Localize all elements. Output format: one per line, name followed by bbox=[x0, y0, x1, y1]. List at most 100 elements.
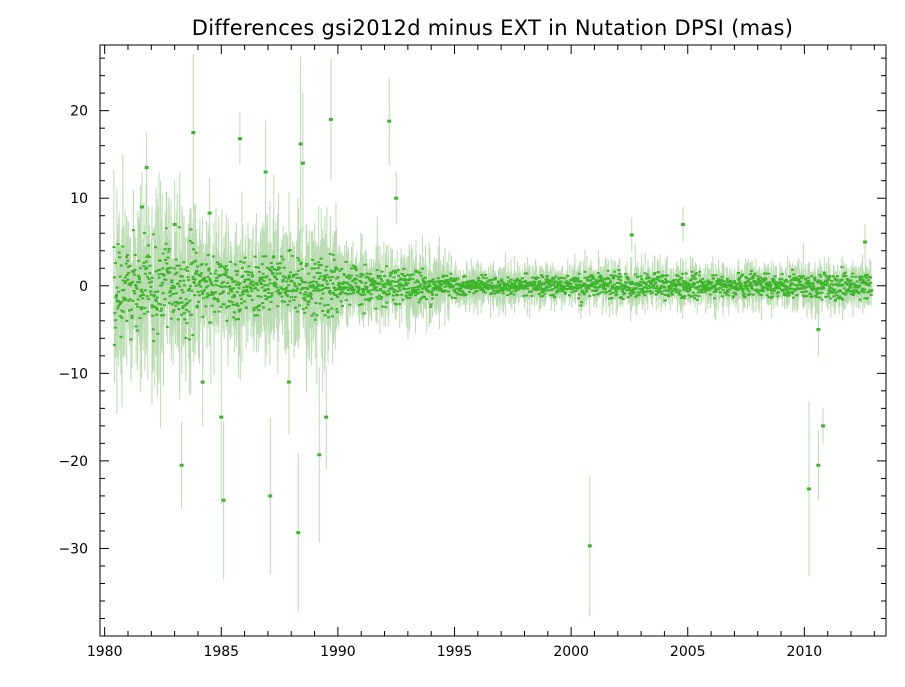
data-point bbox=[481, 283, 485, 286]
data-point bbox=[286, 303, 290, 306]
data-point bbox=[327, 316, 331, 319]
data-point bbox=[299, 276, 303, 279]
data-point bbox=[124, 298, 128, 301]
data-point bbox=[589, 285, 593, 288]
data-point bbox=[315, 289, 319, 292]
data-point bbox=[329, 269, 333, 272]
data-point bbox=[367, 290, 371, 293]
data-point bbox=[534, 278, 538, 281]
data-point bbox=[339, 286, 343, 289]
data-point bbox=[325, 283, 329, 286]
data-point bbox=[356, 289, 360, 292]
data-point bbox=[177, 264, 181, 267]
data-point bbox=[598, 292, 602, 295]
data-point bbox=[215, 279, 219, 282]
data-point bbox=[309, 293, 313, 296]
data-point bbox=[303, 299, 307, 302]
data-point bbox=[389, 284, 393, 287]
data-point bbox=[272, 256, 276, 259]
data-point bbox=[761, 290, 765, 293]
data-point bbox=[400, 283, 404, 286]
data-point bbox=[306, 303, 310, 306]
data-point bbox=[768, 282, 772, 285]
data-point bbox=[113, 262, 117, 265]
data-point bbox=[674, 290, 678, 293]
data-point bbox=[236, 318, 240, 321]
data-point bbox=[291, 275, 295, 278]
data-point bbox=[509, 281, 513, 284]
data-point bbox=[305, 262, 309, 265]
data-point bbox=[757, 277, 761, 280]
data-point bbox=[319, 275, 323, 278]
data-point bbox=[495, 284, 499, 287]
data-point bbox=[348, 303, 352, 306]
data-point bbox=[566, 285, 570, 288]
data-point bbox=[794, 288, 798, 291]
data-point bbox=[317, 264, 321, 267]
data-point bbox=[159, 309, 163, 312]
data-point bbox=[279, 287, 283, 290]
data-point bbox=[213, 310, 217, 313]
data-point bbox=[726, 291, 730, 294]
data-point bbox=[224, 306, 228, 309]
data-point bbox=[249, 282, 253, 285]
data-point bbox=[445, 281, 449, 284]
data-point bbox=[443, 285, 447, 288]
data-point bbox=[678, 289, 682, 292]
data-point bbox=[702, 285, 706, 288]
data-point bbox=[390, 286, 394, 289]
data-point bbox=[795, 294, 799, 297]
data-point bbox=[230, 278, 234, 281]
data-point bbox=[746, 287, 750, 290]
data-point bbox=[781, 285, 785, 288]
data-point bbox=[491, 286, 495, 289]
data-point bbox=[720, 295, 724, 298]
data-point bbox=[753, 281, 757, 284]
data-point bbox=[441, 275, 445, 278]
data-point bbox=[747, 281, 751, 284]
data-point bbox=[596, 281, 600, 284]
data-point bbox=[184, 336, 188, 339]
data-point bbox=[396, 294, 400, 297]
data-point bbox=[176, 318, 180, 321]
data-point bbox=[112, 246, 116, 249]
data-point bbox=[769, 296, 773, 299]
data-point bbox=[795, 286, 799, 289]
data-point bbox=[375, 289, 379, 292]
data-point bbox=[736, 282, 740, 285]
data-point bbox=[114, 295, 118, 298]
data-point bbox=[409, 293, 413, 296]
data-point bbox=[464, 280, 468, 283]
data-point bbox=[788, 275, 792, 278]
data-point bbox=[632, 287, 636, 290]
data-point bbox=[514, 289, 518, 292]
data-point bbox=[350, 287, 354, 290]
data-point bbox=[518, 283, 522, 286]
data-point bbox=[793, 289, 797, 292]
data-point bbox=[563, 277, 567, 280]
data-point bbox=[756, 281, 760, 284]
data-point bbox=[490, 292, 494, 295]
data-point bbox=[616, 286, 620, 289]
data-point bbox=[233, 295, 237, 298]
data-point bbox=[395, 290, 399, 293]
data-point bbox=[667, 286, 671, 289]
data-point bbox=[215, 261, 219, 264]
data-point bbox=[770, 292, 774, 295]
data-point bbox=[600, 276, 604, 279]
data-point bbox=[278, 262, 282, 265]
data-point bbox=[390, 280, 394, 283]
data-point bbox=[192, 282, 196, 285]
data-point bbox=[291, 288, 295, 291]
data-point bbox=[506, 276, 510, 279]
data-point bbox=[151, 314, 155, 317]
data-point bbox=[680, 272, 684, 275]
data-point bbox=[497, 281, 501, 284]
data-point bbox=[510, 290, 514, 293]
data-point bbox=[338, 293, 342, 296]
data-point bbox=[693, 297, 697, 300]
data-point bbox=[392, 269, 396, 272]
data-point bbox=[190, 289, 194, 292]
data-point bbox=[220, 282, 224, 285]
data-point bbox=[192, 248, 196, 251]
